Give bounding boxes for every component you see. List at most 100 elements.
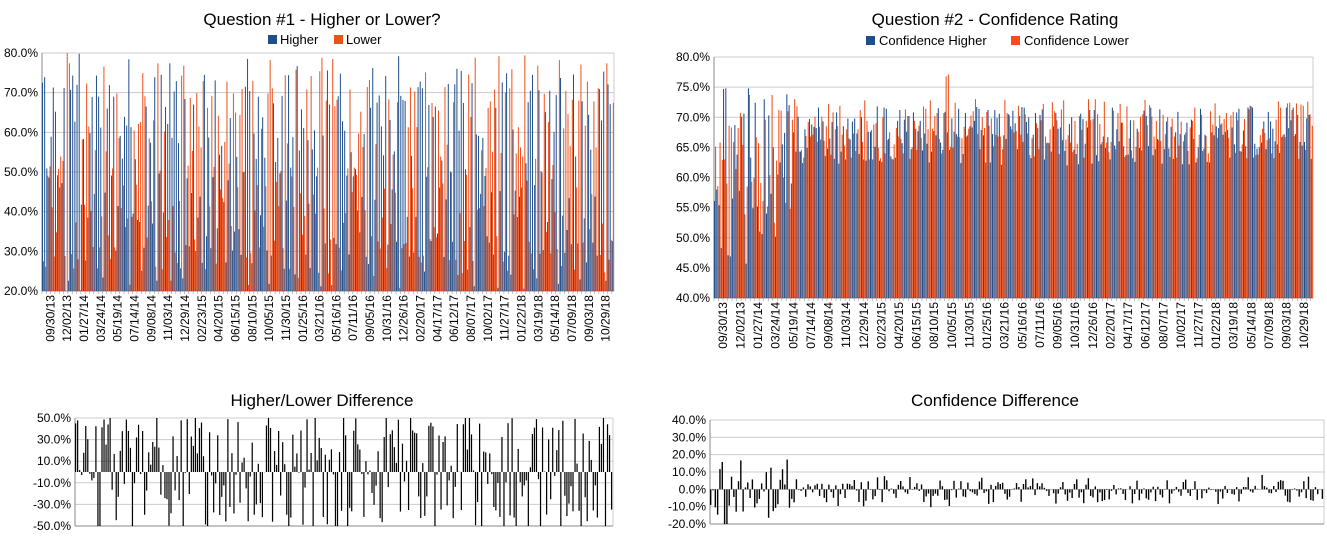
- q2-bar-higher: [1206, 161, 1208, 298]
- q2-bar-lower: [1246, 158, 1248, 298]
- q1-bar-higher: [72, 75, 74, 291]
- q2-bar-higher: [1143, 110, 1145, 298]
- q2-bar-higher: [1145, 116, 1147, 298]
- d2-bar: [721, 461, 723, 490]
- q2-bar-higher: [1073, 149, 1075, 298]
- q2-bar-higher: [1272, 128, 1274, 298]
- q1-bar-lower: [589, 229, 591, 291]
- chart-q1-legend: Higher Lower: [268, 32, 382, 47]
- q1-bar-higher: [262, 117, 264, 291]
- d2-bar: [913, 486, 916, 490]
- d2-bar: [879, 489, 881, 491]
- q2-bar-lower: [794, 99, 796, 298]
- d2-bar: [988, 489, 990, 504]
- q1-x-tick-label: 08/07/17: [464, 295, 478, 342]
- q1-bar-lower: [263, 226, 265, 291]
- d2-bar: [1263, 486, 1266, 490]
- q1-bar-lower: [392, 154, 394, 291]
- d2-bar: [858, 489, 860, 502]
- q2-bar-lower: [852, 133, 854, 298]
- q1-bar-lower: [569, 145, 571, 291]
- d2-bar: [909, 477, 911, 490]
- q2-bar-higher: [1010, 126, 1012, 298]
- q2-bar-lower: [1085, 120, 1087, 299]
- q1-x-tick-label: 10/05/15: [262, 295, 276, 342]
- d1-bar: [204, 472, 207, 525]
- q2-bar-lower: [764, 119, 766, 298]
- d1-bar: [564, 472, 566, 496]
- q1-x-tick-label: 01/22/18: [514, 295, 528, 342]
- d1-bar: [525, 472, 527, 481]
- q1-bar-higher: [514, 190, 516, 291]
- q1-bar-higher: [572, 74, 574, 291]
- q1-bar-lower: [504, 92, 506, 292]
- q1-bar-lower: [299, 193, 301, 291]
- d1-bar: [602, 418, 605, 472]
- q2-bar-lower: [1228, 137, 1230, 298]
- q1-bar-higher: [544, 112, 546, 291]
- q2-bar-lower: [1271, 153, 1273, 298]
- q1-bar-lower: [191, 150, 193, 291]
- q1-bar-lower: [99, 247, 101, 291]
- q2-bar-higher: [808, 119, 810, 299]
- q2-bar-lower: [1045, 136, 1047, 298]
- q1-bar-lower: [347, 168, 349, 291]
- d2-bar: [714, 489, 717, 508]
- d2-bar: [906, 489, 909, 494]
- d1-bar: [294, 466, 296, 472]
- d1-bar: [158, 447, 160, 472]
- q1-bar-higher: [361, 196, 363, 291]
- d1-bar: [271, 472, 274, 522]
- d1-bar: [89, 472, 91, 474]
- q2-bar-lower: [1216, 137, 1218, 298]
- d2-bar: [839, 489, 842, 495]
- d2-bar: [823, 489, 825, 498]
- q1-bar-higher: [391, 189, 393, 291]
- d2-bar: [1032, 478, 1034, 490]
- d2-bar: [1083, 489, 1085, 504]
- d2-bar: [1073, 483, 1076, 490]
- d2-bar: [807, 484, 809, 490]
- q2-bar-lower: [1149, 105, 1151, 298]
- d1-bar: [184, 472, 186, 473]
- q1-bar-higher: [303, 127, 305, 291]
- chart-q2-y-axis: 40.0%45.0%50.0%55.0%60.0%65.0%70.0%75.0%…: [676, 50, 710, 305]
- d1-bar: [255, 472, 257, 505]
- d2-bar: [969, 489, 971, 492]
- q2-bar-lower: [911, 147, 913, 298]
- q1-bar-higher: [201, 262, 203, 291]
- d2-bar: [1039, 486, 1041, 490]
- q1-bar-lower: [278, 206, 280, 291]
- q2-bar-lower: [787, 111, 789, 298]
- q1-bar-lower: [120, 208, 122, 291]
- q2-bar-higher: [1213, 135, 1215, 298]
- q1-bar-lower: [209, 206, 211, 291]
- d1-bar: [202, 456, 205, 472]
- q1-bar-higher: [242, 172, 244, 291]
- q2-bar-lower: [807, 122, 809, 298]
- q1-bar-higher: [337, 96, 339, 291]
- d1-bar: [174, 472, 176, 491]
- d1-bar: [261, 472, 263, 518]
- q1-bar-higher: [165, 106, 167, 292]
- d1-bar: [428, 425, 430, 472]
- chart-diff2-y-axis: -20.0%-10.0%0.0%10.0%20.0%30.0%40.0%: [668, 413, 706, 531]
- q2-bar-lower: [1151, 116, 1153, 299]
- q2-bar-lower: [1253, 157, 1255, 298]
- q2-bar-higher: [811, 124, 813, 298]
- q2-bar-lower: [1051, 102, 1053, 298]
- q2-bar-higher: [1254, 143, 1256, 298]
- q1-bar-higher: [208, 137, 210, 291]
- q1-bar-lower: [101, 216, 103, 291]
- q1-x-tick-label: 05/14/18: [548, 295, 562, 342]
- q1-bar-higher: [516, 216, 518, 291]
- q2-bar-lower: [1088, 99, 1090, 298]
- q1-bar-higher: [393, 151, 395, 291]
- d1-bar: [83, 452, 85, 472]
- q2-bar-higher: [888, 138, 890, 298]
- q1-bar-higher: [352, 176, 354, 291]
- q1-bar-lower: [94, 150, 96, 291]
- d2-bar: [1071, 489, 1073, 498]
- q1-bar-higher: [236, 156, 238, 291]
- d1-bar: [308, 469, 310, 472]
